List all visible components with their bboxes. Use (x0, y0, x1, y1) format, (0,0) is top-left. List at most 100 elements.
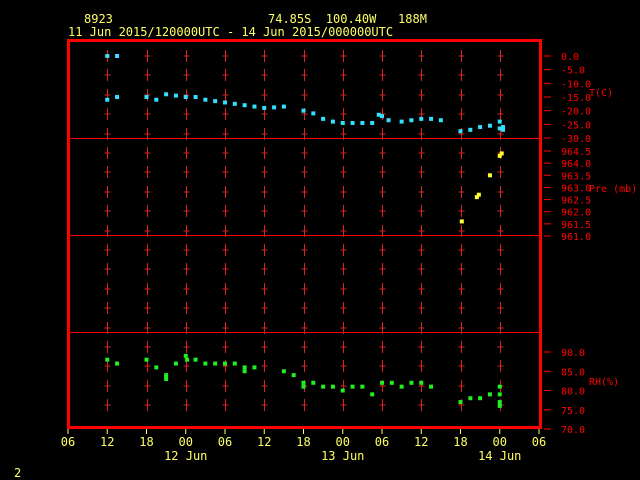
temperature-point (497, 126, 502, 131)
temperature-point (272, 105, 277, 110)
y-tick-label: 963.0 (561, 183, 591, 194)
relative_humidity-point (419, 380, 424, 385)
y-tick-label: 961.5 (561, 220, 591, 231)
relative_humidity-point (399, 384, 404, 389)
temperature-point (262, 105, 267, 110)
temperature-point (399, 119, 404, 124)
relative_humidity-point (360, 384, 365, 389)
relative_humidity-point (478, 396, 483, 401)
relative_humidity-point (468, 396, 473, 401)
temperature-point (340, 120, 345, 125)
x-tick-label: 12 (100, 435, 114, 449)
data-points (105, 54, 506, 408)
relative_humidity-point (185, 357, 190, 362)
temperature-point (183, 95, 188, 99)
relative_humidity-point (301, 384, 306, 389)
temperature-point (419, 116, 424, 121)
relative_humidity-point (183, 353, 188, 358)
x-tick-label: 18 (139, 435, 153, 449)
y-tick-label: -30.0 (561, 134, 591, 145)
station-location: 74.85S 100.40W 188M (268, 12, 427, 26)
x-tick-label: 18 (453, 435, 467, 449)
temperature-point (311, 111, 316, 116)
relative_humidity-point (301, 380, 306, 385)
temperature-point (458, 129, 463, 134)
temperature-point (173, 93, 178, 98)
day-label: 14 Jun (478, 449, 521, 463)
relative_humidity-point (429, 384, 434, 389)
y-tick-label: 964.0 (561, 159, 591, 170)
day-label: 13 Jun (321, 449, 364, 463)
y-tick-label: 80.0 (561, 387, 585, 398)
temperature-point (497, 119, 502, 124)
temperature-point (144, 95, 149, 99)
relative_humidity-point (389, 380, 394, 385)
temperature-point (380, 114, 384, 119)
relative_humidity-point (105, 357, 110, 362)
temperature-point (105, 54, 110, 58)
relative_humidity-point (350, 384, 355, 389)
temperature-point (193, 95, 198, 99)
page-number: 2 (14, 466, 22, 480)
y-tick-label: 75.0 (561, 406, 585, 417)
x-tick-label: 00 (179, 435, 193, 449)
relative_humidity-point (311, 380, 316, 385)
relative_humidity-point (409, 380, 414, 385)
temperature-point (487, 123, 492, 128)
relative_humidity-point (242, 365, 247, 370)
x-tick-label: 18 (296, 435, 310, 449)
temperature-point (213, 99, 218, 104)
y-tick-label: 70.0 (561, 425, 585, 436)
temperature-point (429, 116, 434, 121)
station-id: 8923 (84, 12, 113, 26)
temperature-point (501, 125, 506, 130)
x-tick-label: 12 (257, 435, 271, 449)
temperature-point (321, 116, 326, 121)
temperature-point (105, 97, 110, 102)
temperature-point (376, 112, 381, 117)
panel-label-temperature: T(C) (589, 88, 613, 99)
y-tick-label: -20.0 (561, 107, 591, 118)
temperature-point (501, 127, 506, 132)
pressure-point (497, 153, 502, 158)
temperature-point (370, 120, 375, 125)
temperature-point (164, 92, 169, 97)
y-tick-label: -10.0 (561, 79, 591, 90)
y-tick-label: 90.0 (561, 348, 585, 359)
x-tick-label: 06 (61, 435, 75, 449)
relative_humidity-point (497, 403, 502, 408)
x-tick-label: 06 (532, 435, 546, 449)
temperature-point (115, 95, 120, 99)
relative_humidity-point (252, 365, 257, 370)
y-tick-label: 0.0 (561, 52, 579, 63)
relative_humidity-point (193, 357, 198, 362)
relative_humidity-point (497, 400, 502, 405)
pressure-point (474, 195, 479, 200)
relative_humidity-point (154, 365, 159, 370)
relative_humidity-point (321, 384, 326, 389)
temperature-point (223, 100, 227, 105)
temperature-point (330, 119, 335, 124)
relative_humidity-point (203, 361, 208, 366)
relative_humidity-point (458, 400, 463, 405)
y-tick-label: 963.5 (561, 171, 591, 182)
y-tick-label: 962.0 (561, 208, 591, 219)
temperature-point (281, 104, 286, 109)
x-tick-label: 06 (218, 435, 232, 449)
relative_humidity-point (370, 392, 375, 397)
temperature-point (409, 118, 414, 123)
relative_humidity-point (232, 361, 237, 366)
relative_humidity-point (115, 361, 120, 366)
pressure-point (499, 151, 504, 156)
relative_humidity-point (291, 373, 296, 378)
relative_humidity-point (223, 361, 227, 366)
pressure-point (487, 173, 492, 178)
axis-labels: 0.0 -5.0 -10.0 -15.0 -20.0 -25.0 -30.0 T(C) 964.… (61, 52, 637, 463)
relative_humidity-point (164, 376, 169, 381)
y-tick-label: -5.0 (561, 66, 585, 77)
relative_humidity-point (340, 388, 345, 393)
panel-label-pressure: Pre (mb) (589, 184, 637, 195)
relative_humidity-point (164, 373, 169, 378)
temperature-point (360, 120, 365, 125)
